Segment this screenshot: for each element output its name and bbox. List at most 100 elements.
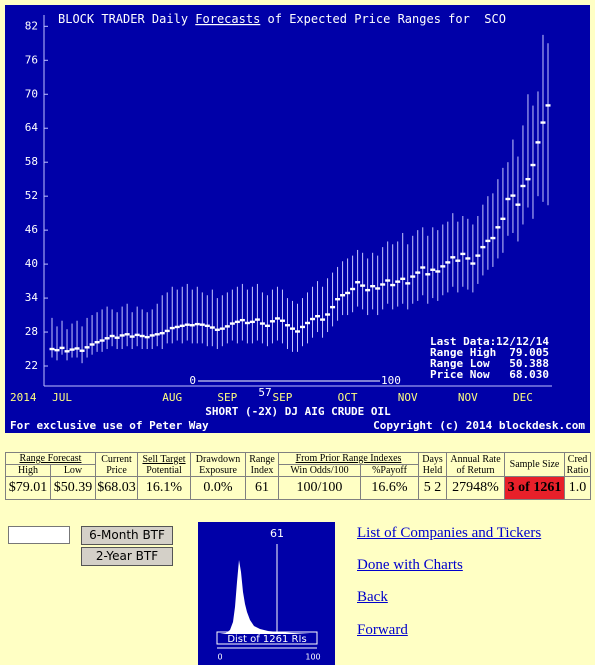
price-mark	[59, 346, 65, 350]
price-mark	[184, 323, 190, 326]
symbol-input[interactable]	[8, 526, 70, 544]
price-mark	[114, 336, 120, 339]
data-cell: 5 2	[418, 476, 448, 500]
legend-value: 68.030	[509, 368, 549, 381]
histogram-title: 61	[270, 527, 284, 540]
price-mark	[174, 325, 180, 329]
histogram-shape	[220, 560, 310, 634]
x-tick-label: JUL	[52, 391, 72, 404]
price-mark	[219, 327, 225, 330]
price-mark	[179, 324, 185, 328]
header-row: Range Forecast Current Price Sell Target Pot…	[5, 452, 592, 477]
data-cell: 0.0%	[190, 476, 246, 500]
subheader-cell: High	[5, 464, 51, 477]
price-mark	[134, 333, 140, 337]
data-cell: 61	[245, 476, 279, 500]
link[interactable]: Back	[357, 589, 388, 605]
price-mark	[99, 339, 105, 342]
header-text: Drawdown	[195, 453, 241, 465]
link[interactable]: Forward	[357, 622, 408, 638]
y-tick-label: 34	[25, 291, 39, 304]
price-mark	[300, 325, 306, 329]
price-mark	[410, 275, 416, 278]
header-text: Sample Size	[509, 459, 560, 470]
price-mark	[485, 239, 491, 243]
price-mark	[525, 177, 531, 181]
price-mark	[455, 259, 461, 262]
price-mark	[390, 283, 396, 287]
subheader-cell: %Payoff	[359, 464, 420, 477]
price-mark	[500, 217, 506, 221]
histogram: 61 Dist of 1261 RIs 0 100	[198, 522, 335, 665]
price-mark	[435, 270, 441, 273]
header-text: Ratio	[566, 464, 589, 476]
footer-right: Copyright (c) 2014 blockdesk.com	[373, 419, 585, 432]
price-mark	[279, 319, 285, 322]
link[interactable]: List of Companies and Tickers	[357, 525, 542, 541]
price-mark	[440, 265, 446, 268]
x-tick-label: NOV	[458, 391, 478, 404]
price-mark	[425, 273, 431, 276]
price-mark	[159, 331, 165, 335]
price-mark	[264, 324, 270, 328]
price-mark	[199, 323, 205, 326]
header-text: Cred	[567, 453, 588, 465]
price-mark	[535, 141, 541, 144]
y-tick-label: 82	[25, 19, 38, 32]
price-mark	[330, 305, 336, 309]
price-mark	[149, 334, 155, 337]
price-mark	[289, 327, 295, 330]
price-mark	[345, 291, 351, 295]
title-link: Forecasts	[195, 12, 260, 26]
price-mark	[54, 348, 60, 352]
caption-box	[216, 631, 318, 645]
price-mark	[335, 298, 341, 301]
price-mark	[495, 226, 501, 229]
price-mark	[305, 321, 311, 325]
button[interactable]: 2-Year BTF	[81, 547, 173, 566]
legend-label: Last Data:	[430, 335, 496, 348]
link[interactable]: Done with Charts	[357, 557, 463, 573]
x-tick-label: SEP	[273, 391, 293, 404]
price-mark	[169, 326, 175, 330]
price-mark	[189, 324, 195, 327]
y-tick-label: 28	[25, 325, 38, 338]
y-tick-label: 22	[25, 359, 38, 372]
header-text: Sell Target	[142, 453, 186, 465]
price-mark	[375, 287, 381, 290]
legend-label: Range High	[430, 346, 496, 359]
price-mark	[505, 197, 511, 201]
price-mark	[405, 282, 411, 285]
legend-value: 12/12/14	[496, 335, 549, 348]
data-cell: 16.6%	[359, 476, 420, 500]
price-mark	[355, 281, 361, 284]
data-cell: 16.1%	[137, 476, 191, 500]
price-mark	[94, 341, 100, 344]
header-text: Potential	[146, 464, 182, 476]
price-mark	[204, 324, 210, 328]
price-mark	[249, 320, 255, 324]
price-mark	[450, 256, 456, 259]
price-mark	[340, 294, 346, 297]
data-row: $79.01 $50.39 $68.03 16.1% 0.0% 61 100/100 16.6…	[5, 476, 592, 500]
price-mark	[209, 326, 215, 329]
histogram-axis-min: 0	[217, 653, 222, 662]
header-text: Days	[422, 453, 443, 465]
price-mark	[465, 257, 471, 260]
header-cell: Cred Ratio	[564, 452, 592, 477]
header-text: From Prior Range Indexes	[295, 453, 402, 464]
legend-box	[426, 335, 552, 383]
subheader-cell: Win Odds/100	[278, 464, 361, 477]
price-mark	[380, 283, 386, 286]
price-mark	[490, 236, 496, 240]
legend-value: 50.388	[509, 357, 549, 370]
legend-label: Range Low	[430, 357, 490, 370]
price-mark	[214, 328, 220, 331]
price-mark	[124, 333, 130, 336]
histogram-axis-max: 100	[305, 653, 320, 662]
header-text: Held	[422, 464, 443, 476]
chart: BLOCK TRADER Daily Forecasts of Expected…	[5, 5, 590, 433]
price-mark	[395, 280, 401, 283]
button[interactable]: 6-Month BTF	[81, 526, 173, 545]
price-mark	[244, 321, 250, 325]
